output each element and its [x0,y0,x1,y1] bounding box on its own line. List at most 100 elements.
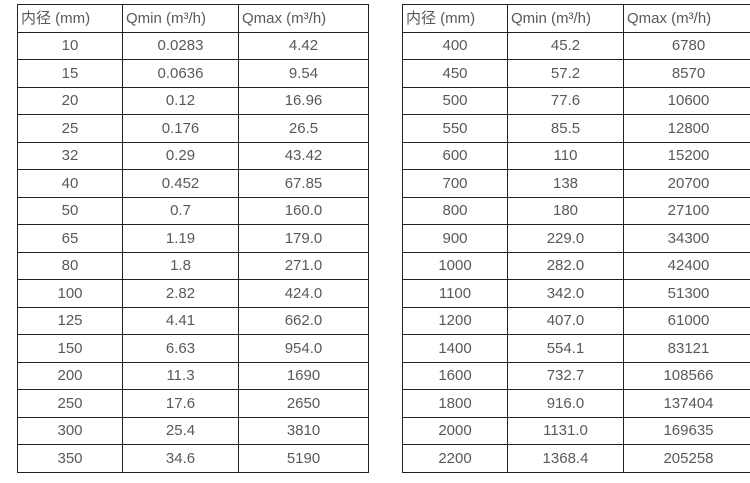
table-cell: 25 [17,114,123,143]
table-row: 100 2.82 424.0 [17,279,369,308]
table-cell: 100 [17,279,123,308]
table-row: 2000 1131.0 169635 [402,416,750,445]
table-cell: 3810 [238,416,369,445]
table-row: 25 0.176 26.5 [17,114,369,143]
table-row: 550 85.5 12800 [402,114,750,143]
table-cell: 0.0636 [122,59,239,88]
table-cell: 6.63 [122,334,239,363]
table-cell: 282.0 [507,251,624,280]
table-cell: 1000 [402,251,508,280]
table-cell: 42400 [623,251,750,280]
flow-spec-page: 内径 (mm) Qmin (m³/h) Qmax (m³/h) 10 0.0283 4.… [17,4,750,473]
table-cell: 0.0283 [122,31,239,60]
table-cell: 250 [17,389,123,418]
table-cell: 11.3 [122,361,239,390]
column-header: Qmin (m³/h) [122,4,239,33]
table-cell: 25.4 [122,416,239,445]
table-row: 1200 407.0 61000 [402,306,750,335]
table-cell: 229.0 [507,224,624,253]
table-cell: 83121 [623,334,750,363]
table-cell: 662.0 [238,306,369,335]
table-cell: 0.29 [122,141,239,170]
table-row: 15 0.0636 9.54 [17,59,369,88]
table-cell: 0.7 [122,196,239,225]
flow-table-small-diameters: 内径 (mm) Qmin (m³/h) Qmax (m³/h) 10 0.0283 4.… [17,4,369,473]
table-cell: 57.2 [507,59,624,88]
table-cell: 0.176 [122,114,239,143]
table-cell: 34.6 [122,444,239,473]
table-row: 1400 554.1 83121 [402,334,750,363]
table-cell: 67.85 [238,169,369,198]
table-cell: 2000 [402,416,508,445]
table-cell: 1.19 [122,224,239,253]
table-cell: 65 [17,224,123,253]
table-cell: 45.2 [507,31,624,60]
table-cell: 20700 [623,169,750,198]
table-row: 900 229.0 34300 [402,224,750,253]
table-cell: 32 [17,141,123,170]
table-cell: 205258 [623,444,750,473]
table-cell: 342.0 [507,279,624,308]
table-cell: 400 [402,31,508,60]
table-cell: 1690 [238,361,369,390]
header-row: 内径 (mm) Qmin (m³/h) Qmax (m³/h) [402,4,750,33]
table-cell: 16.96 [238,86,369,115]
table-cell: 27100 [623,196,750,225]
table-row: 350 34.6 5190 [17,444,369,473]
table-cell: 150 [17,334,123,363]
table-cell: 550 [402,114,508,143]
table-row: 1000 282.0 42400 [402,251,750,280]
table-cell: 26.5 [238,114,369,143]
table-cell: 20 [17,86,123,115]
table-cell: 1.8 [122,251,239,280]
table-cell: 732.7 [507,361,624,390]
table-cell: 271.0 [238,251,369,280]
table-row: 800 180 27100 [402,196,750,225]
table-row: 50 0.7 160.0 [17,196,369,225]
table-cell: 40 [17,169,123,198]
flow-table-large-diameters: 内径 (mm) Qmin (m³/h) Qmax (m³/h) 400 45.2 678… [402,4,750,473]
column-header: Qmin (m³/h) [507,4,624,33]
table-cell: 1600 [402,361,508,390]
table-row: 40 0.452 67.85 [17,169,369,198]
table-row: 32 0.29 43.42 [17,141,369,170]
header-row: 内径 (mm) Qmin (m³/h) Qmax (m³/h) [17,4,369,33]
table-cell: 1200 [402,306,508,335]
table-row: 65 1.19 179.0 [17,224,369,253]
table-cell: 125 [17,306,123,335]
table-cell: 108566 [623,361,750,390]
column-header: 内径 (mm) [402,4,508,33]
table-row: 450 57.2 8570 [402,59,750,88]
table-cell: 900 [402,224,508,253]
table-cell: 51300 [623,279,750,308]
table-cell: 300 [17,416,123,445]
table-cell: 1400 [402,334,508,363]
table-cell: 110 [507,141,624,170]
table-cell: 554.1 [507,334,624,363]
table-cell: 61000 [623,306,750,335]
table-cell: 17.6 [122,389,239,418]
table-cell: 2650 [238,389,369,418]
table-cell: 4.41 [122,306,239,335]
column-header: Qmax (m³/h) [623,4,750,33]
table-cell: 450 [402,59,508,88]
table-cell: 10 [17,31,123,60]
table-cell: 179.0 [238,224,369,253]
table-cell: 0.12 [122,86,239,115]
table-cell: 160.0 [238,196,369,225]
table-cell: 2200 [402,444,508,473]
table-row: 400 45.2 6780 [402,31,750,60]
table-row: 1600 732.7 108566 [402,361,750,390]
table-row: 500 77.6 10600 [402,86,750,115]
table-cell: 5190 [238,444,369,473]
table-cell: 800 [402,196,508,225]
table-cell: 350 [17,444,123,473]
table-cell: 0.452 [122,169,239,198]
table-cell: 85.5 [507,114,624,143]
table-cell: 600 [402,141,508,170]
table-cell: 80 [17,251,123,280]
table-cell: 8570 [623,59,750,88]
table-cell: 954.0 [238,334,369,363]
table-cell: 169635 [623,416,750,445]
table-cell: 4.42 [238,31,369,60]
